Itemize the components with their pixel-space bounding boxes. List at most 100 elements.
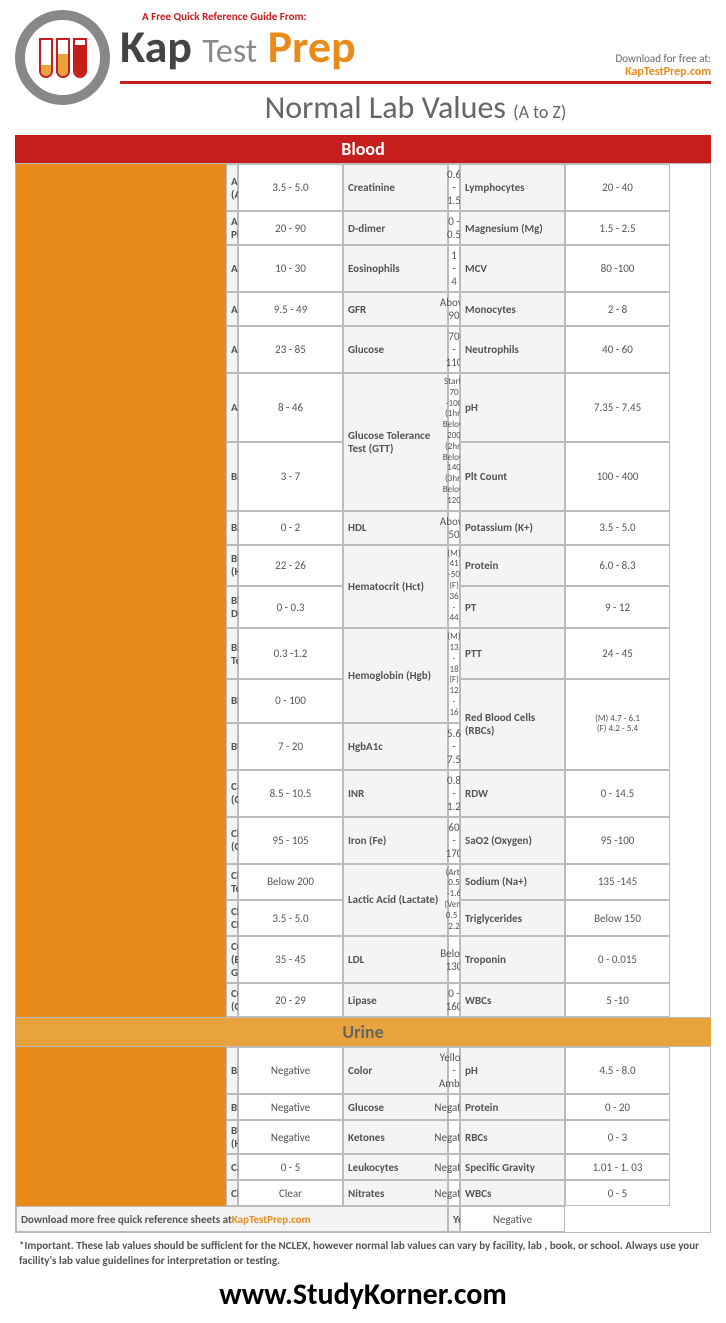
lab-label: RDW: [460, 770, 565, 817]
lab-value: 20 - 40: [565, 164, 670, 211]
lab-label: Ammonia: [226, 292, 238, 326]
column-separator: [121, 1047, 226, 1206]
test-tubes-icon: [39, 38, 87, 78]
blood-table: Albumin (Alb)3.5 - 5.0Creatinine0.6 - 1.…: [15, 163, 711, 1018]
lab-label: Protein: [460, 545, 565, 587]
lab-label: Albumin (Alb): [226, 164, 238, 211]
lab-label: Magnesium (Mg): [460, 211, 565, 245]
lab-label: Clarity: [226, 1180, 238, 1206]
lab-value: 5 -10: [565, 983, 670, 1017]
lab-label: Hematocrit (Hct): [343, 545, 448, 629]
lab-value: Start: 70 -100 (1hr) Below 200 (2hr) Bel…: [448, 373, 460, 511]
lab-label: ALT: [226, 245, 238, 292]
lab-value: Above 90: [448, 292, 460, 326]
lab-label: Lymphocytes: [460, 164, 565, 211]
lab-label: D-dimer: [343, 211, 448, 245]
lab-label: Calcium (Ca+): [226, 770, 238, 817]
lab-label: Cholesterol, Tot: [226, 864, 238, 900]
blood-section-header: Blood: [15, 135, 711, 163]
lab-value: 40 - 60: [565, 326, 670, 373]
lab-label: Plt Count: [460, 442, 565, 511]
lab-label: WBCs: [460, 983, 565, 1017]
lab-value: 95 - 105: [238, 817, 343, 864]
lab-value: 60 - 170: [448, 817, 460, 864]
lab-value: 5.6 - 7.5: [448, 723, 460, 770]
lab-label: LDL: [343, 936, 448, 983]
column-separator: [121, 164, 226, 1017]
lab-value: 0.6 - 1.5: [448, 164, 460, 211]
urine-section-header: Urine: [15, 1018, 711, 1046]
lab-label: HgbA1c: [343, 723, 448, 770]
download-site: KapTestPrep.com: [615, 65, 711, 79]
lab-label: WBCs: [460, 1180, 565, 1206]
lab-value: 3.5 - 5.0: [238, 164, 343, 211]
lab-label: Alk Phos: [226, 211, 238, 245]
lab-label: Yeast: [448, 1206, 460, 1232]
lab-label: CK or CKMB: [226, 900, 238, 936]
lab-label: Nitrates: [343, 1180, 448, 1206]
lab-label: Bicarb (HCO3): [226, 545, 238, 587]
lab-value: 7.35 - 7.45: [565, 373, 670, 442]
lab-value: 1.01 - 1. 03: [565, 1154, 670, 1180]
lab-label: pH: [460, 1047, 565, 1094]
lab-label: Bilirubin, Direct: [226, 586, 238, 628]
lab-value: 1.5 - 2.5: [565, 211, 670, 245]
lab-label: Monocytes: [460, 292, 565, 326]
lab-value: 35 - 45: [238, 936, 343, 983]
lab-value: 0 - 5: [238, 1154, 343, 1180]
lab-value: Negative: [460, 1206, 565, 1232]
lab-value: 0 - 0.015: [565, 936, 670, 983]
lab-value: Below 130: [448, 936, 460, 983]
logo-icon: [15, 10, 110, 105]
lab-value: 20 - 90: [238, 211, 343, 245]
lab-value: 3 - 7: [238, 442, 343, 511]
lab-label: MCV: [460, 245, 565, 292]
lab-value: 70 - 110: [448, 326, 460, 373]
lab-value: 20 - 29: [238, 983, 343, 1017]
lab-value: Below 200: [238, 864, 343, 900]
lab-value: 6.0 - 8.3: [565, 545, 670, 587]
lab-label: Lipase: [343, 983, 448, 1017]
lab-label: Bands: [226, 442, 238, 511]
lab-label: Protein: [460, 1094, 565, 1120]
lab-label: Bilirubin, Total: [226, 628, 238, 679]
lab-value: Negative: [238, 1047, 343, 1094]
lab-label: PTT: [460, 628, 565, 679]
lab-value: 22 - 26: [238, 545, 343, 587]
lab-value: 2 - 8: [565, 292, 670, 326]
lab-value: Negative: [238, 1120, 343, 1154]
lab-value: 0 - 100: [238, 679, 343, 722]
lab-value: 9.5 - 49: [238, 292, 343, 326]
lab-label: CO2 (Blood Gas): [226, 936, 238, 983]
brand-title: Kap Test Prep: [120, 19, 356, 75]
divider: [120, 81, 711, 84]
lab-label: CO2 (CMP/BMP): [226, 983, 238, 1017]
header: A Free Quick Reference Guide From: Kap T…: [15, 10, 711, 133]
column-separator: [16, 164, 121, 1017]
urine-table: BacteriaNegativeColorYellow - AmberpH4.5…: [15, 1046, 711, 1233]
lab-label: Glucose: [343, 326, 448, 373]
lab-value: (Art) 0.5 -1.6 (Ven) 0.5 - 2.2: [448, 864, 460, 937]
lab-label: HDL: [343, 511, 448, 545]
lab-label: Chloride (Cl-): [226, 817, 238, 864]
lab-value: 4.5 - 8.0: [565, 1047, 670, 1094]
lab-label: Lactic Acid (Lactate): [343, 864, 448, 937]
page-title: Normal Lab Values (A to Z): [120, 88, 711, 127]
lab-label: Eosinophils: [343, 245, 448, 292]
lab-label: PT: [460, 586, 565, 628]
lab-value: (M) 41 -50 (F) 36 - 44: [448, 545, 460, 629]
lab-value: 0 - 2: [238, 511, 343, 545]
lab-value: 0 - 20: [565, 1094, 670, 1120]
brand-test: Test: [202, 31, 257, 72]
lab-value: Yellow - Amber: [448, 1047, 460, 1094]
lab-value: 1 - 4: [448, 245, 460, 292]
lab-label: Bacteria: [226, 1047, 238, 1094]
lab-label: Troponin: [460, 936, 565, 983]
brand-kap: Kap: [120, 19, 192, 75]
footer-url: www.StudyKorner.com: [15, 1276, 711, 1313]
lab-value: (M) 4.7 - 6.1 (F) 4.2 - 5.4: [565, 679, 670, 769]
download-info: Download for free at: KapTestPrep.com: [615, 52, 711, 79]
lab-label: Leukocytes: [343, 1154, 448, 1180]
lab-value: Above 50: [448, 511, 460, 545]
lab-label: BNP: [226, 679, 238, 722]
